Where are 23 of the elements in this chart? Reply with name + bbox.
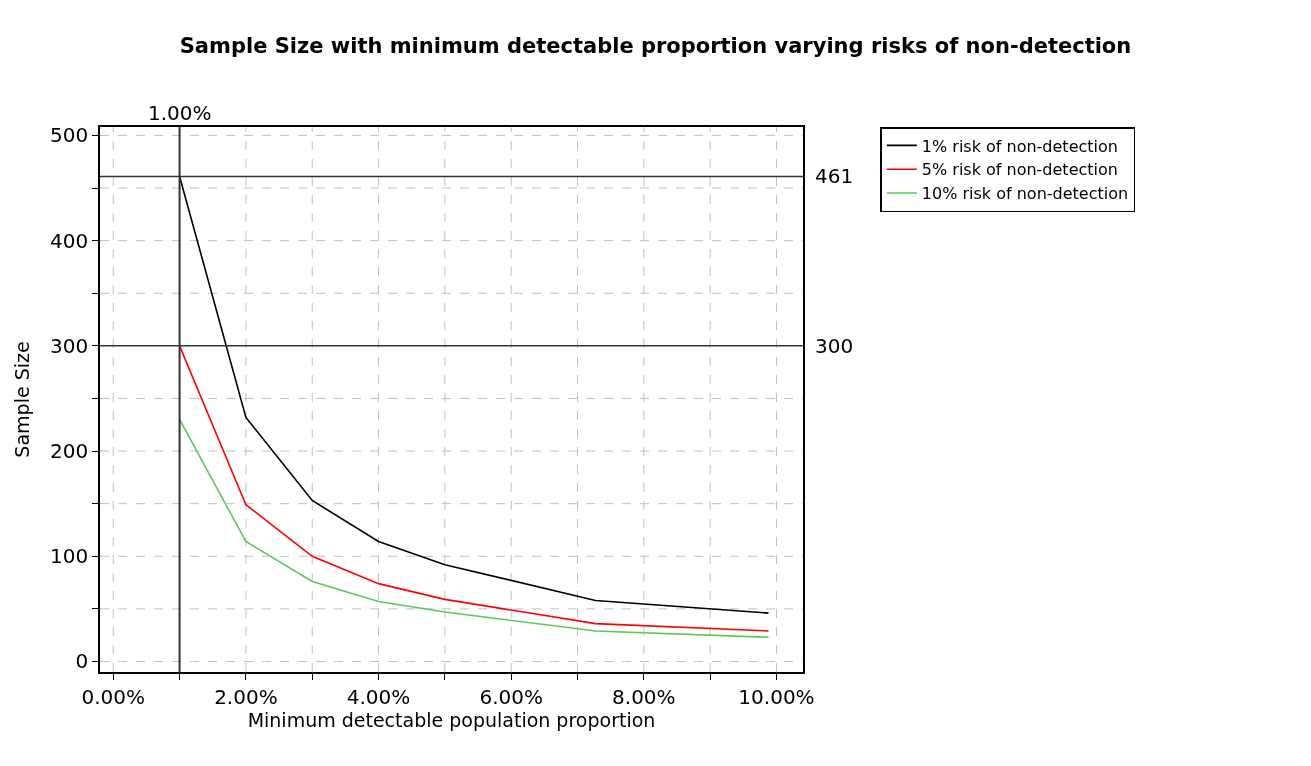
ref-line-label: 461	[815, 164, 854, 188]
y-tick-label: 400	[50, 228, 89, 253]
y-tick-label: 100	[50, 544, 89, 569]
x-tick-label: 0.00%	[81, 684, 146, 709]
legend-label: 5% risk of non-detection	[921, 160, 1118, 180]
x-axis-title: Minimum detectable population proportion	[247, 708, 656, 731]
x-tick-label: 6.00%	[479, 684, 543, 709]
y-tick-label: 200	[50, 439, 89, 464]
line-series	[178, 345, 770, 632]
ref-line-label: 1.00%	[148, 101, 212, 125]
chart-title: Sample Size with minimum detectable proportion varying risks of non-detection	[179, 34, 1132, 58]
x-tick-label: 2.00%	[214, 684, 278, 709]
line-series	[178, 418, 770, 639]
x-tick-label: 8.00%	[612, 684, 676, 709]
x-tick-label: 4.00%	[346, 684, 411, 709]
y-tick-label: 500	[50, 123, 89, 148]
legend-label: 10% risk of non-detection	[921, 184, 1129, 204]
y-tick-label: 0	[75, 649, 89, 674]
y-tick-label: 300	[50, 333, 89, 358]
y-axis-title: Sample Size	[11, 341, 34, 458]
ref-line-label: 300	[815, 334, 854, 358]
x-tick-label: 10.00%	[738, 684, 815, 709]
legend-label: 1% risk of non-detection	[921, 136, 1118, 156]
